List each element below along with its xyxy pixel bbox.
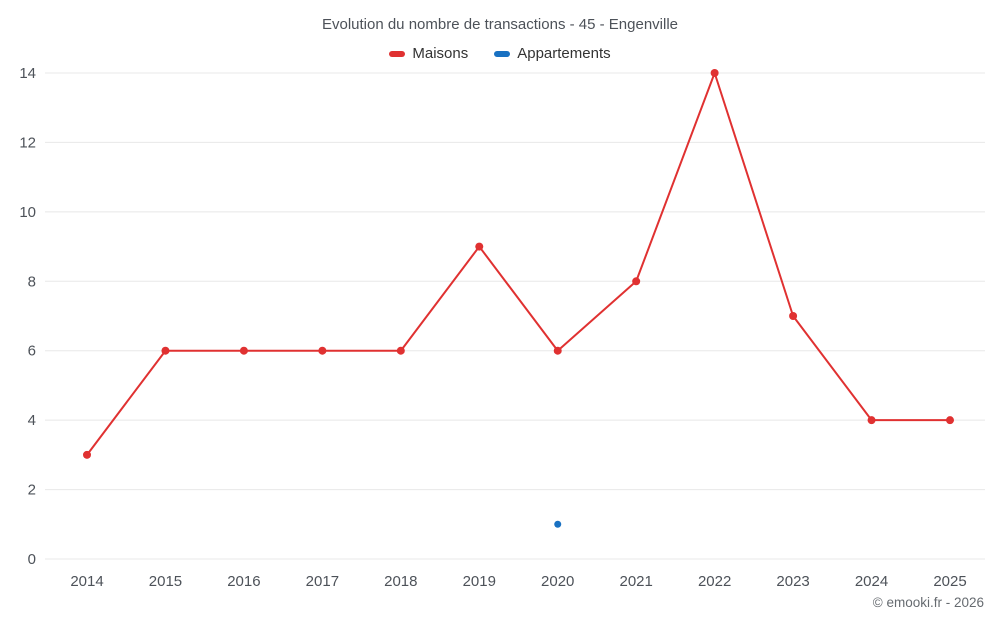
- maisons-point: [867, 416, 876, 425]
- legend-item-maisons[interactable]: Maisons: [389, 45, 468, 62]
- maisons-legend-marker-icon: [389, 50, 406, 57]
- y-tick-label: 8: [28, 273, 36, 290]
- legend-item-label: Maisons: [412, 45, 469, 62]
- maisons-point: [161, 346, 170, 355]
- y-tick-label: 2: [28, 482, 36, 499]
- x-tick-label: 2024: [855, 573, 888, 590]
- x-tick-label: 2015: [149, 573, 182, 590]
- x-tick-label: 2020: [541, 573, 574, 590]
- x-tick-label: 2022: [698, 573, 731, 590]
- legend-item-label: Appartements: [517, 45, 611, 62]
- x-tick-label: 2018: [384, 573, 417, 590]
- y-tick-label: 4: [28, 412, 36, 429]
- chart-title: Evolution du nombre de transactions - 45…: [321, 16, 679, 33]
- maisons-point: [632, 277, 641, 286]
- maisons-point: [239, 346, 248, 355]
- maisons-point: [553, 346, 562, 355]
- maisons-point: [475, 242, 484, 251]
- copyright-text: © emooki.fr - 2026: [872, 595, 984, 610]
- y-tick-label: 6: [28, 343, 36, 360]
- maisons-point: [318, 346, 327, 355]
- x-tick-label: 2025: [933, 573, 966, 590]
- x-tick-label: 2017: [306, 573, 339, 590]
- y-tick-label: 14: [19, 65, 36, 82]
- maisons-point: [789, 312, 798, 320]
- x-tick-label: 2019: [463, 573, 496, 590]
- x-tick-label: 2014: [70, 573, 103, 590]
- legend-item-appartements[interactable]: Appartements: [494, 45, 611, 62]
- chart-legend: Maisons Appartements: [0, 45, 1000, 62]
- maisons-point: [710, 69, 719, 77]
- x-tick-label: 2021: [619, 573, 652, 590]
- y-tick-label: 12: [19, 134, 36, 151]
- maisons-line: [86, 72, 951, 456]
- appartements-point: [554, 520, 562, 528]
- maisons-point: [946, 416, 954, 425]
- y-tick-label: 10: [19, 204, 36, 221]
- x-tick-label: 2023: [776, 573, 809, 590]
- appartements-legend-marker-icon: [494, 50, 511, 57]
- maisons-point: [396, 346, 405, 355]
- maisons-point: [83, 450, 91, 459]
- x-tick-label: 2016: [227, 573, 260, 590]
- y-tick-label: 0: [28, 551, 36, 568]
